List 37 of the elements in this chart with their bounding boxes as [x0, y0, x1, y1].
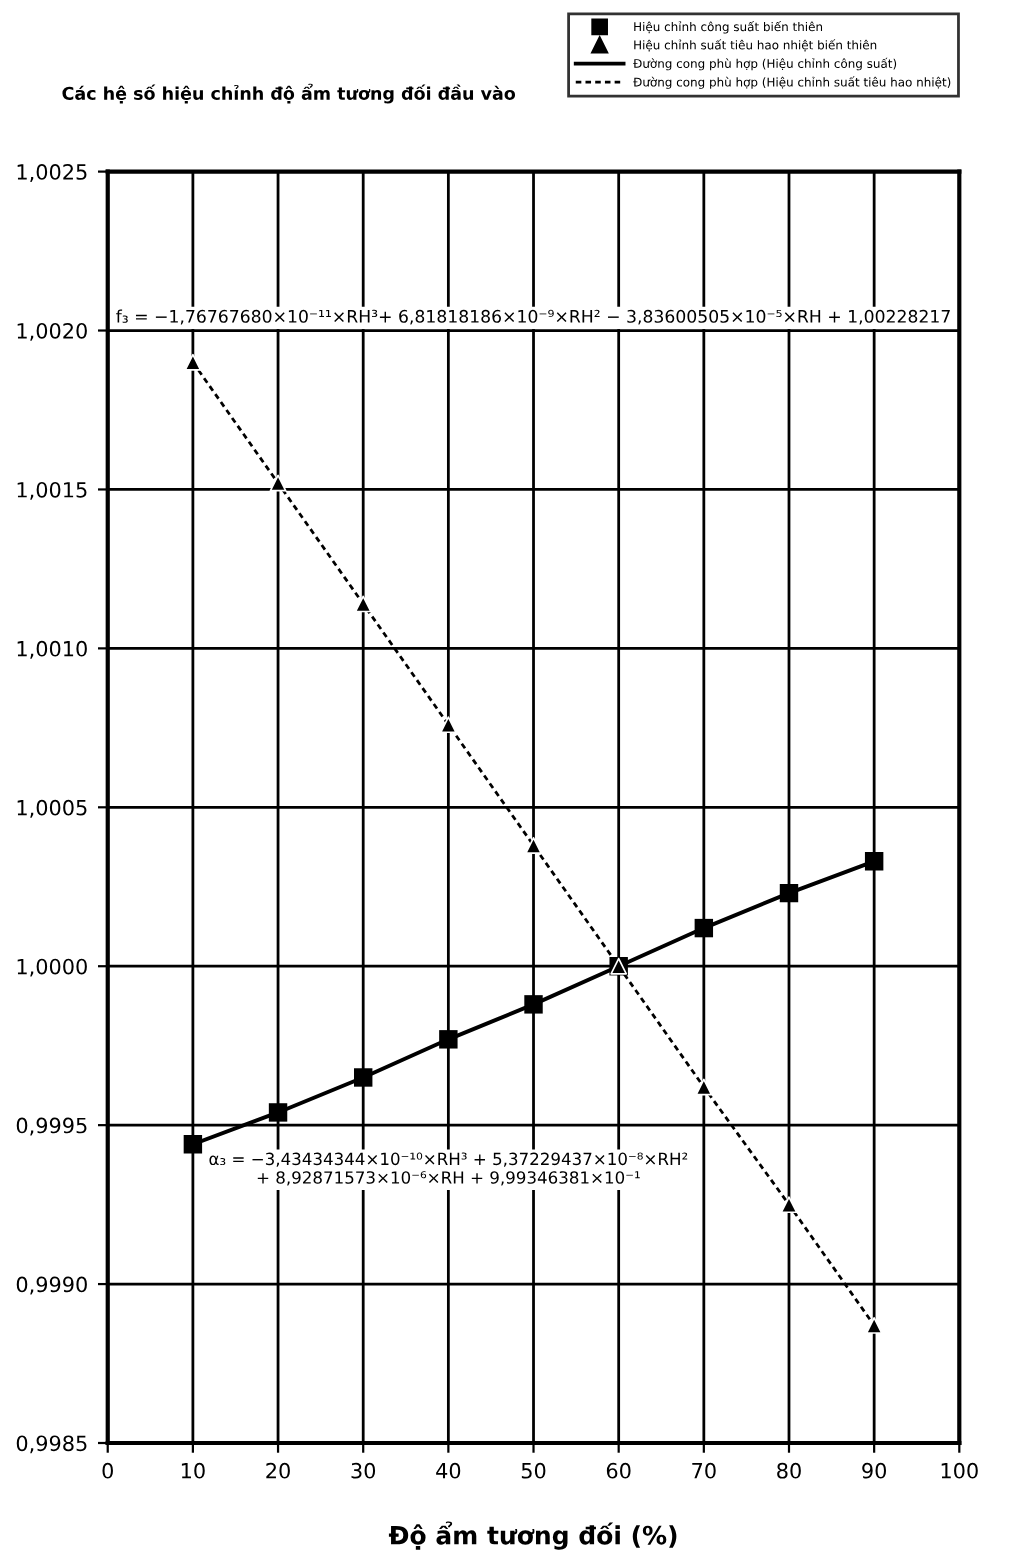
y-tick-label: 1,0015 — [17, 481, 87, 500]
x-tick-label: 50 — [521, 1462, 546, 1479]
x-tick-label: 70 — [692, 1462, 716, 1479]
y-tick-label: 1,0010 — [17, 640, 87, 659]
point — [694, 918, 714, 938]
annotation: f₃ = −1,76767680×10⁻¹¹×RH³+ 6,81818186×10⁻⁹×RH² − 3,83600505×10⁻⁵×RH + 1,00228217 — [116, 309, 950, 325]
x-tick-label: 90 — [862, 1462, 887, 1479]
point — [183, 1135, 203, 1154]
y-tick-label: 0,9995 — [16, 1117, 87, 1136]
point — [525, 836, 542, 854]
y-tick-label: 0,9985 — [16, 1435, 87, 1454]
y-tick-label: 1,0025 — [17, 164, 87, 182]
x-axis-title: Độ ẩm tương đối (%) — [388, 1521, 677, 1550]
x-tick-label: 10 — [181, 1462, 205, 1479]
x-tick-label: 20 — [266, 1462, 290, 1479]
x-tick-label: 30 — [351, 1462, 376, 1479]
x-tick-label: 60 — [606, 1462, 631, 1479]
point — [353, 1068, 373, 1087]
y-tick-label: 1,0020 — [17, 322, 87, 341]
point — [184, 353, 202, 371]
point — [780, 1196, 798, 1214]
x-tick-label: 80 — [777, 1462, 801, 1479]
y-tick-label: 1,0005 — [17, 799, 87, 818]
point — [779, 883, 799, 903]
annotation: α₃ = −3,43434344×10⁻¹⁰×RH³ + 5,37229437×10⁻⁸×RH² + 8,92871573×10⁻⁶×RH + 9,99346381×10⁻¹ — [209, 1152, 688, 1186]
point — [864, 852, 884, 871]
x-tick-label: 40 — [436, 1462, 461, 1479]
y-tick-label: 0,9990 — [16, 1276, 87, 1295]
x-tick-label: 100 — [941, 1462, 978, 1479]
chart-title: Các hệ số hiệu chỉnh độ ẩm tương đối đầu vào — [62, 83, 516, 104]
point — [695, 1078, 713, 1096]
y-tick-label: 1,0000 — [17, 958, 87, 977]
point — [268, 1103, 288, 1122]
x-tick-label: 0 — [102, 1462, 113, 1479]
point — [269, 474, 287, 492]
point — [524, 995, 543, 1014]
point — [439, 1030, 458, 1049]
